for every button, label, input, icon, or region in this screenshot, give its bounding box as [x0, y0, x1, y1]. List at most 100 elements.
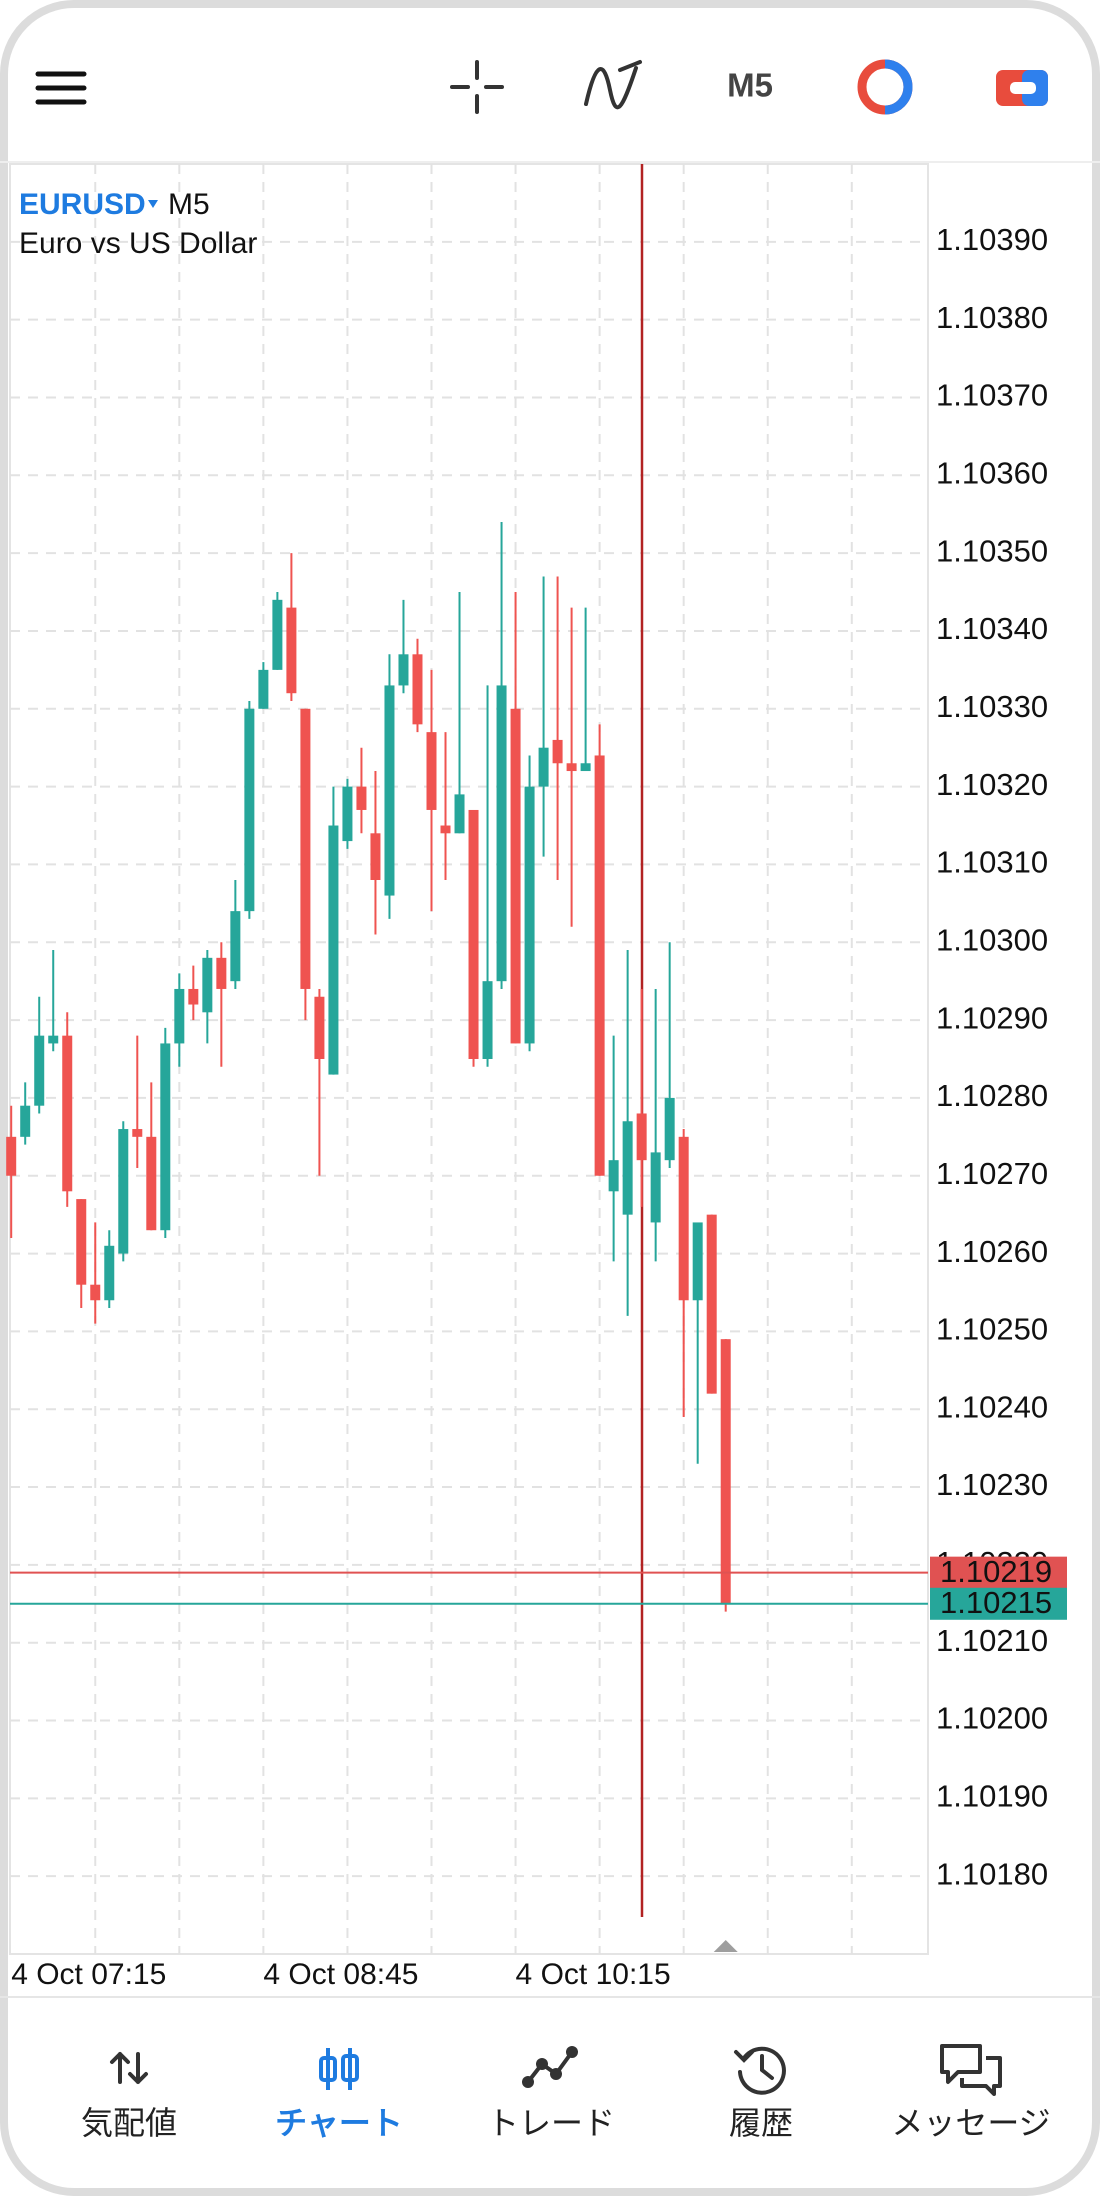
candle-body [132, 1129, 143, 1137]
y-tick-label: 1.10210 [936, 1623, 1048, 1658]
candle-body [510, 708, 521, 1044]
price-label-box [930, 1556, 1067, 1589]
candle-body [314, 996, 325, 1059]
chart-area: 1.101801.101901.102001.102101.102201.102… [6, 163, 1067, 1991]
candle-body [566, 763, 577, 772]
candle-body [160, 1043, 171, 1231]
candle-body [468, 809, 479, 1059]
timeframe-button[interactable]: M5 [727, 67, 773, 104]
y-tick-label: 1.10250 [936, 1312, 1048, 1347]
x-tick-label: 4 Oct 07:15 [11, 1958, 166, 1991]
history-icon[interactable] [734, 2046, 786, 2095]
y-tick-label: 1.10320 [936, 767, 1048, 802]
candle-body [552, 739, 563, 764]
y-tick-label: 1.10330 [936, 689, 1048, 724]
candle-body [272, 599, 283, 670]
y-tick-label: 1.10350 [936, 533, 1048, 568]
quotes-icon[interactable] [110, 2052, 148, 2084]
candle-body [664, 1097, 675, 1161]
y-tick-label: 1.10200 [936, 1701, 1048, 1736]
candle-body [594, 755, 605, 1176]
candle-body [174, 988, 185, 1044]
candle-body [356, 786, 367, 810]
candle-body [720, 1339, 731, 1604]
candle-body [370, 833, 381, 880]
y-tick-label: 1.10360 [936, 455, 1048, 490]
candle-body [706, 1214, 717, 1394]
price-label-box [930, 1587, 1067, 1620]
candle-body [496, 685, 507, 982]
candle-body [608, 1160, 619, 1192]
price-label: 1.10215 [940, 1585, 1052, 1620]
candle-body [216, 957, 227, 989]
candle-body [188, 988, 199, 1005]
symbol-dropdown [148, 200, 158, 208]
candle-body [230, 911, 241, 982]
candle-body [538, 747, 549, 787]
nav-label[interactable]: メッセージ [891, 2104, 1050, 2142]
y-tick-label: 1.10380 [936, 300, 1048, 335]
candle-body [426, 732, 437, 810]
trade-icon[interactable] [522, 2046, 578, 2088]
candle-body [328, 825, 339, 1075]
messages-icon[interactable] [940, 2044, 1002, 2096]
candle-body [104, 1245, 115, 1301]
candle-body [300, 708, 311, 989]
candle-body [6, 1136, 17, 1176]
nav-label[interactable]: トレード [487, 2104, 615, 2142]
candle-body [20, 1105, 31, 1137]
candle-body [202, 957, 213, 1013]
y-tick-label: 1.10270 [936, 1156, 1048, 1191]
y-tick-label: 1.10240 [936, 1389, 1048, 1424]
menu-button[interactable] [35, 71, 87, 105]
nav-label[interactable]: 気配値 [81, 2104, 177, 2142]
candle-body [454, 794, 465, 834]
candle-body [622, 1121, 633, 1215]
y-tick-label: 1.10180 [936, 1856, 1048, 1891]
candle-body [650, 1152, 661, 1223]
nav-label[interactable]: チャート [275, 2104, 403, 2142]
indicator-button[interactable] [584, 60, 642, 110]
crosshair-button[interactable] [450, 60, 504, 114]
x-tick-label: 4 Oct 08:45 [263, 1958, 418, 1991]
candle-body [412, 654, 423, 725]
plot-frame [9, 163, 929, 1955]
price-label: 1.10219 [940, 1554, 1052, 1589]
y-tick-label: 1.10190 [936, 1779, 1048, 1814]
candle-body [258, 669, 269, 709]
y-tick-label: 1.10390 [936, 222, 1048, 257]
candle-body [580, 763, 591, 772]
candle-body [524, 786, 535, 1044]
one-click-button[interactable] [857, 59, 913, 115]
chart-shift-marker [713, 1940, 738, 1952]
y-tick-label: 1.10260 [936, 1234, 1048, 1269]
candle-body [90, 1284, 101, 1301]
candle-body [636, 1113, 647, 1161]
candle-body [678, 1136, 689, 1301]
candle-body [440, 825, 451, 834]
y-tick-label: 1.10230 [936, 1467, 1048, 1502]
trade-button[interactable] [996, 70, 1048, 106]
candle-body [62, 1035, 73, 1192]
y-tick-label: 1.10300 [936, 922, 1048, 957]
y-tick-label: 1.10310 [936, 845, 1048, 880]
candle-body [76, 1199, 87, 1285]
candle-body [384, 685, 395, 896]
y-tick-label: 1.10290 [936, 1000, 1048, 1035]
y-tick-label: 1.10340 [936, 611, 1048, 646]
candle-body [286, 607, 297, 694]
candle-body [398, 654, 409, 686]
candle-body [34, 1035, 45, 1106]
candle-body [118, 1129, 129, 1254]
chart-icon[interactable] [319, 2048, 359, 2090]
candle-body [482, 981, 493, 1059]
x-tick-label: 4 Oct 10:15 [516, 1958, 671, 1991]
candle-body [146, 1136, 157, 1231]
candle-body [244, 708, 255, 912]
symbol: EURUSD [19, 188, 146, 221]
candle-body [692, 1222, 703, 1301]
nav-label[interactable]: 履歴 [729, 2104, 793, 2142]
candle-body [48, 1035, 59, 1044]
